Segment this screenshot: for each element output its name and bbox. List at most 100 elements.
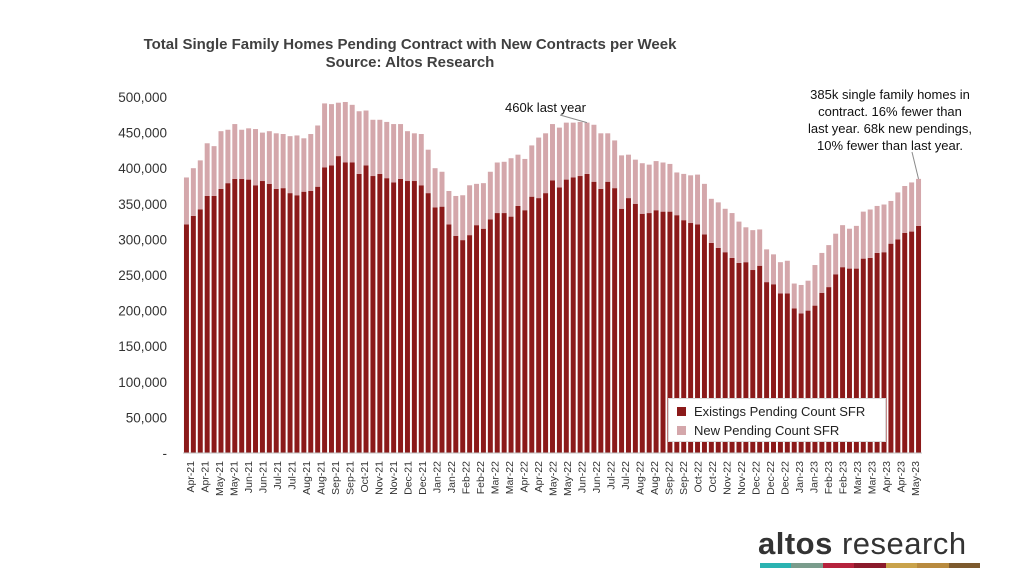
- y-tick-label: 150,000: [118, 339, 167, 354]
- bar-new: [253, 129, 258, 186]
- x-tick-label: Aug-22: [634, 461, 646, 495]
- bar-existings: [812, 305, 818, 453]
- bar-new: [722, 208, 728, 253]
- bar-new: [674, 172, 680, 216]
- x-tick-label: Jun-21: [258, 461, 270, 493]
- bar-new: [508, 158, 514, 217]
- bar-existings: [211, 195, 217, 453]
- bar-new: [715, 202, 721, 248]
- legend-item-new: New Pending Count SFR: [677, 421, 877, 440]
- bar-new: [322, 103, 328, 168]
- bar-existings: [253, 185, 258, 454]
- bar-existings: [646, 213, 652, 453]
- bar-existings: [411, 181, 417, 453]
- x-tick-label: Mar-22: [490, 461, 502, 494]
- bar-new: [190, 168, 196, 216]
- bar-existings: [349, 162, 355, 453]
- bar-new: [522, 158, 528, 211]
- x-tick-label: Feb-22: [475, 461, 487, 494]
- bar-new: [501, 161, 507, 214]
- logo-bar-segment: [760, 563, 792, 568]
- bar-existings: [833, 274, 839, 453]
- bar-new: [273, 133, 279, 189]
- bar-existings: [902, 232, 908, 453]
- bar-existings: [480, 228, 486, 453]
- bar-existings: [529, 196, 535, 453]
- bar-existings: [487, 219, 493, 453]
- bar-new: [833, 233, 839, 275]
- bar-new: [909, 182, 915, 232]
- bar-existings: [308, 190, 314, 454]
- x-tick-label: Aug-21: [316, 461, 328, 495]
- bar-existings: [522, 210, 528, 453]
- bar-new: [453, 195, 459, 236]
- bar-existings: [432, 207, 438, 453]
- x-tick-label: Mar-22: [504, 461, 516, 494]
- x-tick-label: Apr-21: [185, 461, 197, 493]
- annotation-line: contract. 16% fewer than: [818, 104, 962, 119]
- x-tick-label: Feb-23: [823, 461, 835, 494]
- annotation-leader-line: [911, 151, 919, 180]
- bar-existings: [598, 188, 604, 453]
- x-tick-label: Sep-22: [678, 461, 690, 495]
- bar-new: [225, 129, 231, 184]
- x-tick-label: Aug-21: [301, 461, 313, 495]
- bar-existings: [183, 224, 189, 453]
- x-tick-label: May-22: [562, 461, 574, 496]
- bar-new: [660, 162, 666, 212]
- bar-existings: [515, 205, 521, 453]
- bar-existings: [743, 262, 749, 453]
- bar-existings: [764, 282, 770, 453]
- bar-existings: [722, 252, 728, 453]
- bar-new: [826, 245, 832, 288]
- bar-existings: [584, 173, 590, 453]
- y-tick-label: 400,000: [118, 161, 167, 176]
- bar-new: [329, 104, 334, 166]
- bar-new: [294, 135, 300, 196]
- x-tick-label: Jan-23: [808, 461, 820, 493]
- bar-existings: [398, 178, 404, 453]
- bar-existings: [439, 206, 445, 453]
- bar-existings: [322, 167, 328, 454]
- bar-existings: [874, 252, 880, 453]
- bar-new: [315, 125, 321, 187]
- bar-new: [356, 111, 362, 174]
- bar-new: [895, 192, 901, 240]
- logo-bar-segment: [854, 563, 886, 568]
- bar-new: [805, 280, 811, 311]
- bar-existings: [315, 186, 321, 453]
- legend-label: New Pending Count SFR: [694, 423, 840, 438]
- x-tick-label: May-22: [548, 461, 560, 496]
- x-tick-label: Apr-22: [533, 461, 545, 493]
- bar-existings: [881, 252, 887, 453]
- x-tick-label: Apr-22: [519, 461, 531, 493]
- bar-new: [639, 163, 645, 214]
- x-tick-label: Jan-22: [432, 461, 444, 493]
- bar-new: [308, 134, 314, 191]
- bar-new: [515, 154, 521, 206]
- x-tick-label: Apr-23: [881, 461, 893, 493]
- bar-new: [204, 143, 210, 196]
- bar-existings: [708, 242, 714, 453]
- bar-new: [384, 121, 390, 179]
- bar-new: [391, 124, 397, 183]
- x-tick-label: Jun-22: [591, 461, 603, 493]
- bar-existings: [301, 191, 307, 453]
- bar-new: [916, 178, 922, 226]
- bar-existings: [225, 183, 231, 453]
- bar-new: [266, 131, 272, 184]
- x-tick-label: Dec-22: [750, 461, 762, 495]
- bar-existings: [259, 181, 265, 453]
- bar-new: [287, 136, 293, 194]
- bar-existings: [460, 240, 466, 453]
- bar-existings: [287, 193, 293, 453]
- bar-new: [335, 102, 341, 157]
- bar-new: [764, 249, 770, 283]
- bar-new: [667, 163, 673, 212]
- bar-existings: [784, 293, 790, 453]
- bar-new: [874, 205, 880, 253]
- x-tick-label: Sep-22: [663, 461, 675, 495]
- bar-existings: [384, 178, 390, 454]
- bar-new: [494, 162, 500, 214]
